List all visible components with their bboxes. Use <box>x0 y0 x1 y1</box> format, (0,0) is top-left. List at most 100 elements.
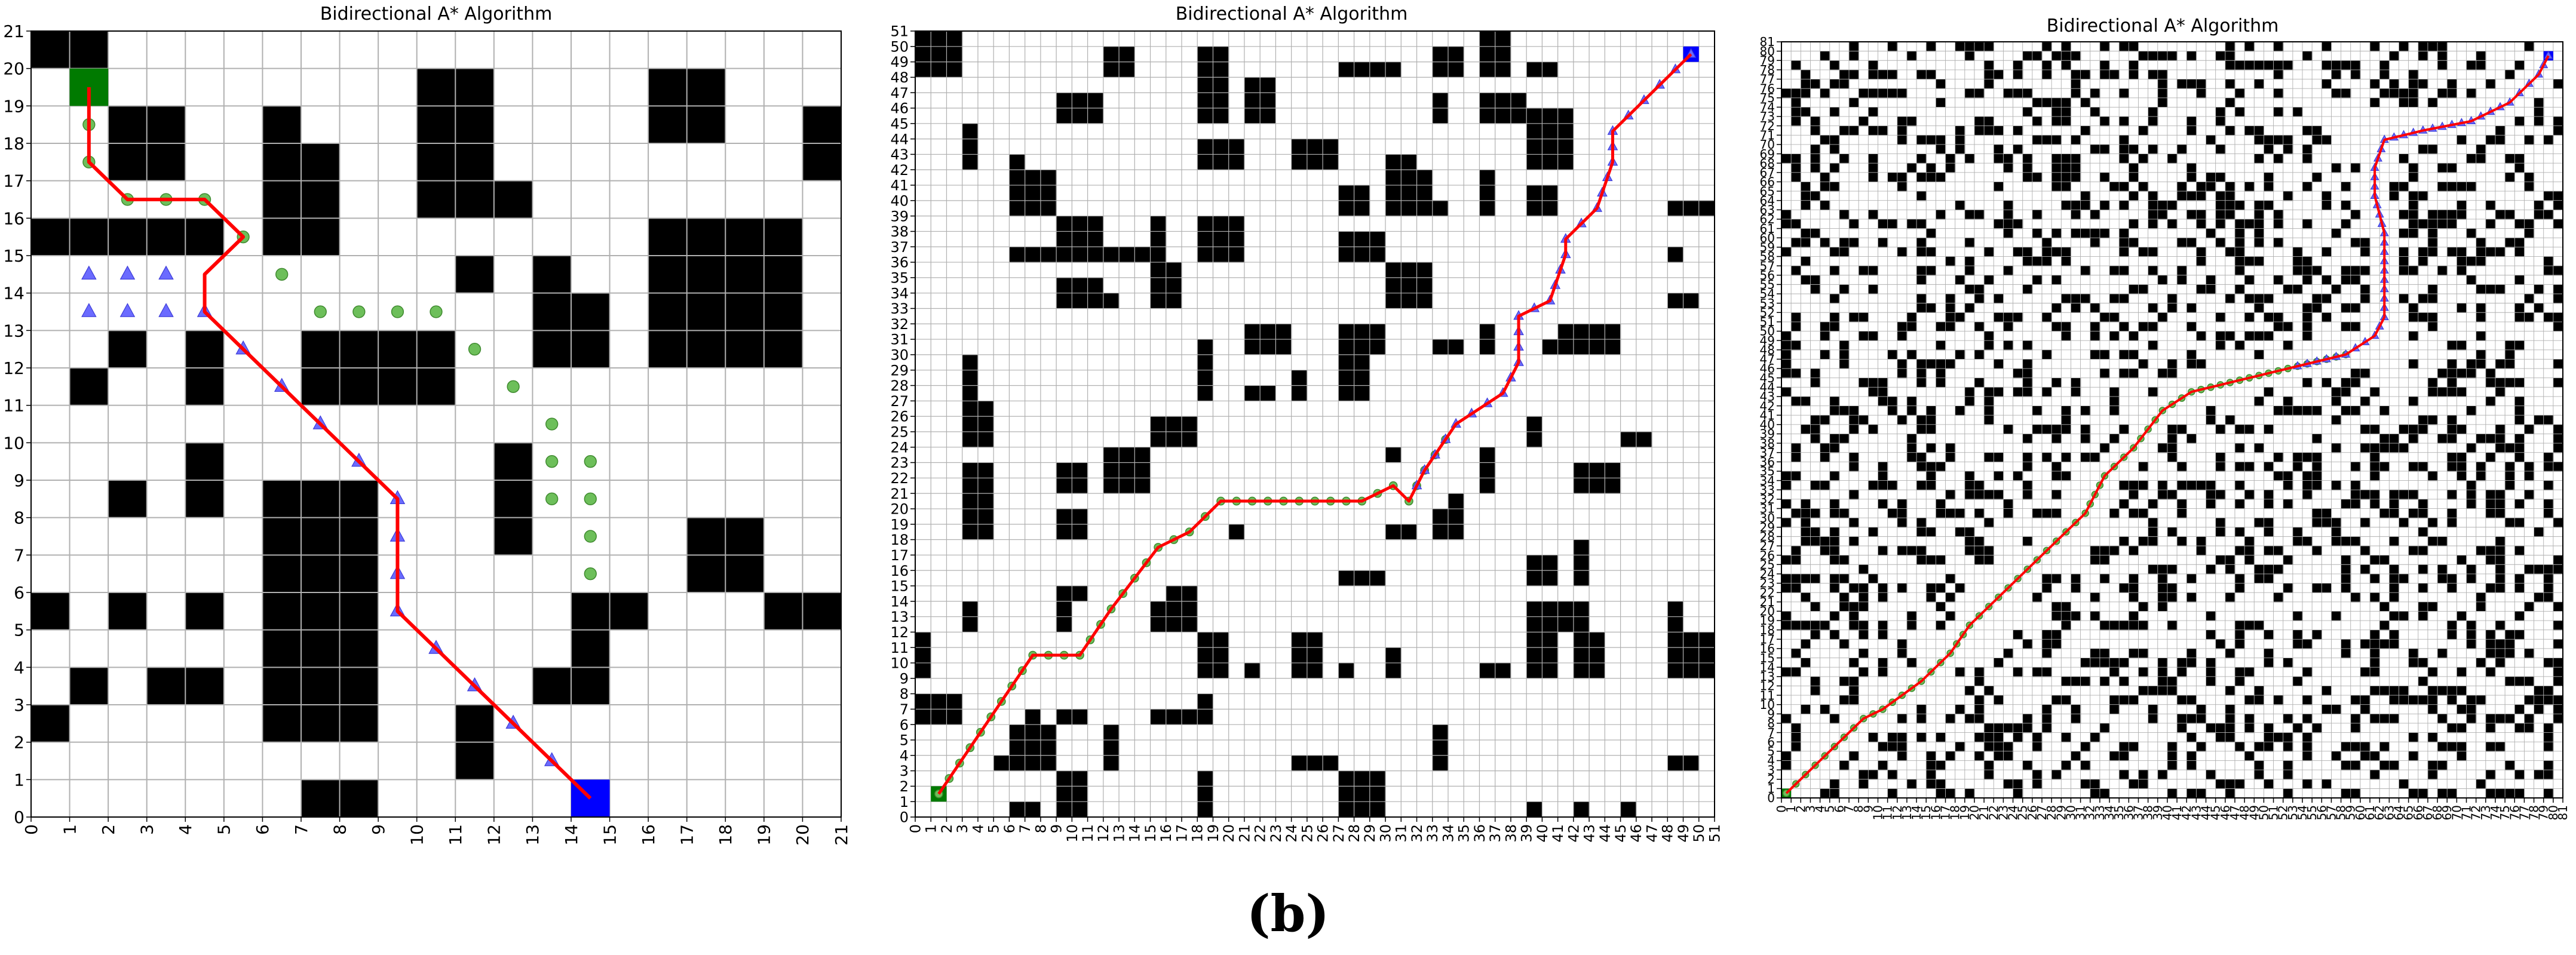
obstacle-cell <box>2129 621 2139 631</box>
obstacle-cell <box>2206 499 2216 509</box>
obstacle-cell <box>2302 742 2313 752</box>
x-tick-label: 50 <box>2256 805 2271 820</box>
obstacle-cell <box>2244 331 2255 341</box>
obstacle-cell <box>1479 93 1496 109</box>
x-tick-label: 20 <box>1967 805 1982 820</box>
obstacle-cell <box>2206 490 2216 500</box>
obstacle-cell <box>686 293 726 331</box>
obstacle-cell <box>2514 583 2525 593</box>
x-tick-label: 16 <box>1928 805 1943 820</box>
obstacle-cell <box>339 592 379 631</box>
obstacle-cell <box>2466 695 2477 705</box>
obstacle-cell <box>2283 321 2293 332</box>
forward-explored-marker <box>468 343 482 356</box>
obstacle-cell <box>2186 648 2197 659</box>
obstacle-cell <box>2186 434 2197 444</box>
obstacle-cell <box>1072 709 1088 725</box>
obstacle-cell <box>2350 60 2361 70</box>
obstacle-cell <box>1897 518 1908 528</box>
obstacle-cell <box>2071 200 2081 210</box>
obstacle-cell <box>2013 471 2023 481</box>
obstacle-cell <box>2485 629 2496 640</box>
obstacle-cell <box>2148 518 2158 528</box>
obstacle-cell <box>1479 170 1496 186</box>
obstacle-cell <box>1526 431 1543 448</box>
y-tick-label: 5 <box>900 732 909 749</box>
obstacle-cell <box>2476 247 2486 257</box>
obstacle-cell <box>1119 462 1135 478</box>
obstacle-cell <box>962 616 979 632</box>
obstacle-cell <box>2109 546 2120 556</box>
obstacle-cell <box>185 592 225 631</box>
obstacle-cell <box>2061 107 2072 117</box>
obstacle-cell <box>2447 247 2457 257</box>
obstacle-cell <box>1791 573 1801 584</box>
panel-title: Bidirectional A* Algorithm <box>2047 16 2279 36</box>
obstacle-cell <box>2341 219 2351 229</box>
obstacle-cell <box>1260 385 1277 401</box>
obstacle-cell <box>1936 359 1946 369</box>
x-tick-label: 23 <box>1996 805 2010 820</box>
obstacle-cell <box>2148 527 2158 537</box>
y-tick-label: 1 <box>900 794 909 810</box>
obstacle-cell <box>2292 676 2303 687</box>
obstacle-cell <box>1213 216 1229 232</box>
y-tick-label: 29 <box>1760 520 1775 535</box>
obstacle-cell <box>2061 611 2072 621</box>
obstacle-cell <box>2206 611 2216 621</box>
obstacle-cell <box>2485 377 2496 388</box>
obstacle-cell <box>2234 228 2245 238</box>
obstacle-cell <box>2138 321 2149 332</box>
obstacle-cell <box>2080 191 2091 201</box>
obstacle-cell <box>2370 555 2380 565</box>
obstacle-cell <box>2138 536 2149 546</box>
obstacle-cell <box>1829 266 1840 276</box>
obstacle-cell <box>2418 144 2428 155</box>
obstacle-cell <box>1213 46 1229 63</box>
obstacle-cell <box>1620 802 1637 818</box>
obstacle-cell <box>1829 434 1840 444</box>
obstacle-cell <box>2022 369 2033 379</box>
obstacle-cell <box>962 154 979 170</box>
obstacle-cell <box>262 592 302 631</box>
obstacle-cell <box>2148 116 2158 127</box>
obstacle-cell <box>1810 621 1821 631</box>
obstacle-cell <box>2283 471 2293 481</box>
obstacle-cell <box>2457 723 2467 733</box>
obstacle-cell <box>2408 490 2419 500</box>
y-tick-label: 69 <box>1760 147 1775 161</box>
obstacle-cell <box>1994 471 2004 481</box>
obstacle-cell <box>1479 46 1496 63</box>
obstacle-cell <box>1801 275 1811 285</box>
obstacle-cell <box>2129 60 2139 70</box>
obstacle-cell <box>1945 359 1956 369</box>
obstacle-cell <box>262 629 302 668</box>
obstacle-cell <box>2080 779 2091 789</box>
obstacle-cell <box>1801 191 1811 201</box>
obstacle-cell <box>1810 676 1821 687</box>
obstacle-cell <box>2013 247 2023 257</box>
obstacle-cell <box>1025 709 1041 725</box>
obstacle-cell <box>2206 284 2216 294</box>
y-tick-label: 11 <box>3 396 24 416</box>
obstacle-cell <box>1984 331 1994 341</box>
obstacle-cell <box>1829 321 1840 332</box>
obstacle-cell <box>2408 172 2419 183</box>
panel-title: Bidirectional A* Algorithm <box>1176 4 1408 24</box>
x-tick-label: 36 <box>1471 824 1488 843</box>
obstacle-cell <box>2370 751 2380 761</box>
obstacle-cell <box>1810 508 1821 518</box>
obstacle-cell <box>1667 200 1684 217</box>
obstacle-cell <box>1338 339 1355 355</box>
obstacle-cell <box>2514 377 2525 388</box>
obstacle-cell <box>2341 377 2351 388</box>
obstacle-cell <box>1936 788 1946 799</box>
obstacle-cell <box>1945 611 1956 621</box>
obstacle-cell <box>1791 88 1801 99</box>
obstacle-cell <box>2543 191 2554 201</box>
obstacle-cell <box>2051 611 2062 621</box>
obstacle-cell <box>301 368 341 406</box>
obstacle-cell <box>2264 742 2274 752</box>
obstacle-cell <box>2167 51 2178 61</box>
obstacle-cell <box>2331 387 2342 397</box>
